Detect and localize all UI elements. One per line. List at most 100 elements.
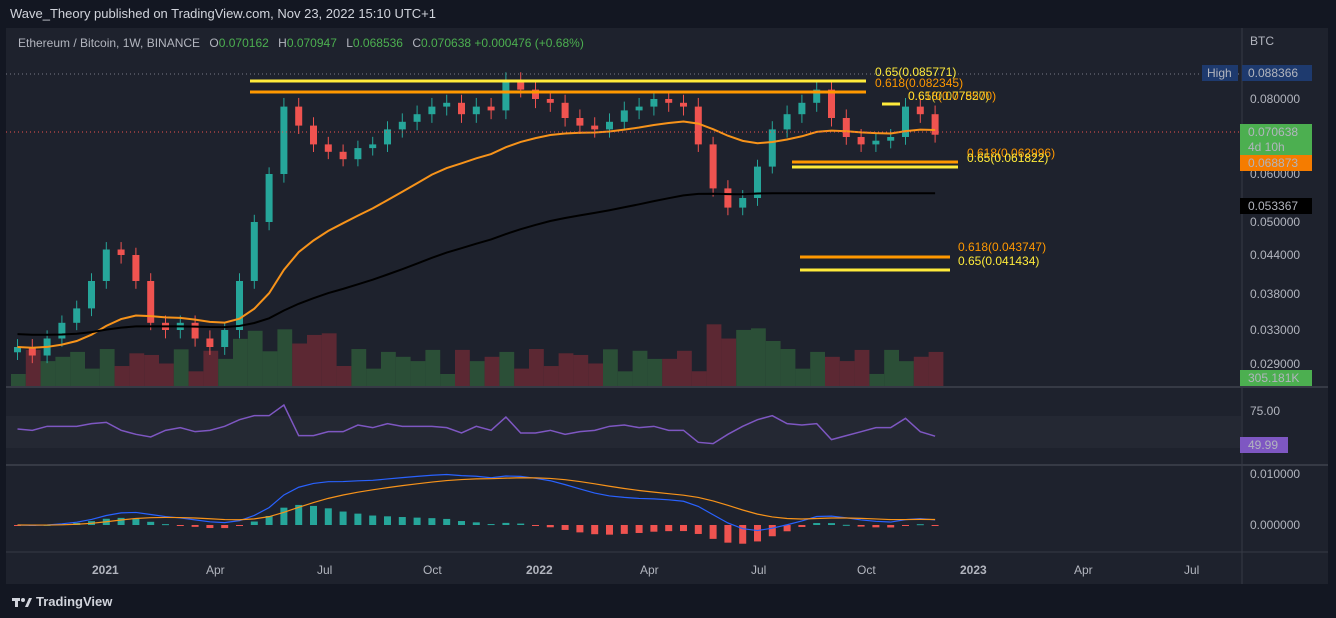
- volume-bar: [40, 361, 56, 386]
- fib-low-618-label: 0.618(0.043747): [958, 240, 1046, 254]
- candle-body: [887, 137, 895, 141]
- macd-bar: [250, 521, 258, 525]
- candle-body: [739, 198, 747, 208]
- open-label: O: [209, 36, 219, 50]
- volume-bar: [455, 349, 470, 386]
- time-label-4: 2022: [526, 563, 553, 577]
- volume-bar: [780, 349, 796, 386]
- macd-bar: [739, 525, 747, 544]
- macd-bar: [591, 525, 599, 535]
- macd-bar: [798, 525, 806, 527]
- symbol-title[interactable]: Ethereum / Bitcoin, 1W, BINANCE: [18, 36, 201, 50]
- tradingview-wordmark: TradingView: [36, 594, 113, 609]
- macd-bar: [472, 522, 480, 525]
- volume-bar: [203, 350, 219, 386]
- candle-body: [413, 114, 421, 122]
- time-label-3: Oct: [423, 563, 442, 577]
- macd-histogram: [14, 504, 939, 544]
- high-value: 0.088366: [1248, 66, 1298, 80]
- macd-bar: [576, 525, 584, 533]
- candle-body: [472, 106, 480, 115]
- candle-body: [709, 144, 717, 189]
- tradingview-logo-icon: [12, 597, 32, 607]
- close-value: 0.070638: [421, 36, 472, 50]
- macd-bar: [902, 525, 909, 526]
- fib-upper-65-label: 0.65(0.085771): [875, 65, 956, 79]
- time-label-1: Apr: [206, 563, 225, 577]
- macd-bar: [813, 523, 821, 525]
- volume-bar: [691, 371, 707, 386]
- time-label-6: Jul: [751, 563, 766, 577]
- low-value: 0.068536: [352, 36, 403, 50]
- last-price: 0.070638: [1248, 125, 1298, 139]
- chart-canvas[interactable]: 0.65(0.085771) 0.618(0.082345) 0.618(0.0…: [0, 0, 1336, 584]
- macd-bar: [680, 525, 687, 532]
- candle-body: [606, 121, 613, 130]
- ema-fast-line: [17, 120, 936, 349]
- volume-bar: [25, 349, 41, 386]
- volume-bar: [899, 361, 914, 386]
- price-tick-4: 0.044000: [1250, 248, 1300, 262]
- candle-body: [828, 89, 835, 118]
- volume-tag: [1240, 370, 1312, 386]
- candle-body: [916, 106, 924, 115]
- price-tick-6: 0.033000: [1250, 323, 1300, 337]
- macd-bar: [147, 521, 155, 525]
- publisher-caption: Wave_Theory published on TradingView.com…: [10, 6, 436, 21]
- macd-bar: [428, 518, 436, 525]
- volume-bar: [395, 356, 411, 386]
- price-tick-0: 0.080000: [1250, 92, 1300, 106]
- macd-bar: [546, 525, 554, 528]
- price-tick-7: 0.029000: [1250, 357, 1300, 371]
- candle-body: [369, 144, 377, 149]
- volume-bar: [647, 358, 663, 386]
- candle-body: [517, 80, 525, 90]
- volume-bar: [277, 329, 293, 386]
- volume-bar: [410, 361, 426, 386]
- volume-bar: [144, 354, 159, 386]
- candle-body: [206, 338, 214, 347]
- top-bar: Wave_Theory published on TradingView.com…: [0, 0, 1336, 28]
- volume-bar: [632, 350, 648, 386]
- candle-body: [102, 249, 110, 281]
- tradingview-logo[interactable]: TradingView: [12, 594, 112, 609]
- candle-body: [857, 137, 865, 145]
- candle-body: [576, 118, 584, 126]
- rsi-top-tick: 75.00: [1250, 404, 1280, 418]
- volume-bar: [825, 356, 840, 386]
- macd-bar: [502, 522, 510, 525]
- fib-mid-618-label: 0.618(0.078570): [908, 89, 996, 103]
- candle-body: [680, 102, 687, 107]
- last-price-tag: [1240, 124, 1312, 155]
- macd-bar: [754, 525, 761, 542]
- macd-bar: [221, 525, 229, 529]
- time-label-7: Oct: [857, 563, 876, 577]
- macd-bar: [324, 508, 332, 525]
- low-label: L: [346, 36, 353, 50]
- bottom-bar: TradingView: [0, 584, 1336, 618]
- macd-bar: [265, 515, 273, 525]
- candle-body: [117, 249, 125, 255]
- volume-bar: [351, 349, 367, 386]
- ohlc-legend: Ethereum / Bitcoin, 1W, BINANCE O0.07016…: [18, 36, 584, 50]
- ema-fast-value: 0.068873: [1248, 156, 1298, 170]
- candle-body: [931, 114, 939, 135]
- candle-body: [532, 89, 539, 99]
- candle-body: [872, 140, 880, 145]
- volume-bar: [913, 356, 929, 386]
- candle-body: [28, 347, 36, 356]
- time-label-2: Jul: [317, 563, 332, 577]
- volume-bar: [469, 361, 485, 386]
- price-tick-3: 0.050000: [1250, 215, 1300, 229]
- volume-bar: [603, 349, 618, 386]
- ema-fast-tag: [1240, 155, 1312, 171]
- change-value: +0.000476 (+0.68%): [474, 36, 584, 50]
- macd-bar: [132, 518, 140, 525]
- candle-body: [88, 281, 95, 309]
- macd-bar: [724, 525, 732, 543]
- volume-bar: [85, 368, 100, 386]
- open-value: 0.070162: [218, 36, 269, 50]
- macd-bar: [354, 513, 362, 525]
- macd-bar: [310, 505, 317, 525]
- fib-mid2-618-label: 0.618(0.062996): [967, 146, 1055, 160]
